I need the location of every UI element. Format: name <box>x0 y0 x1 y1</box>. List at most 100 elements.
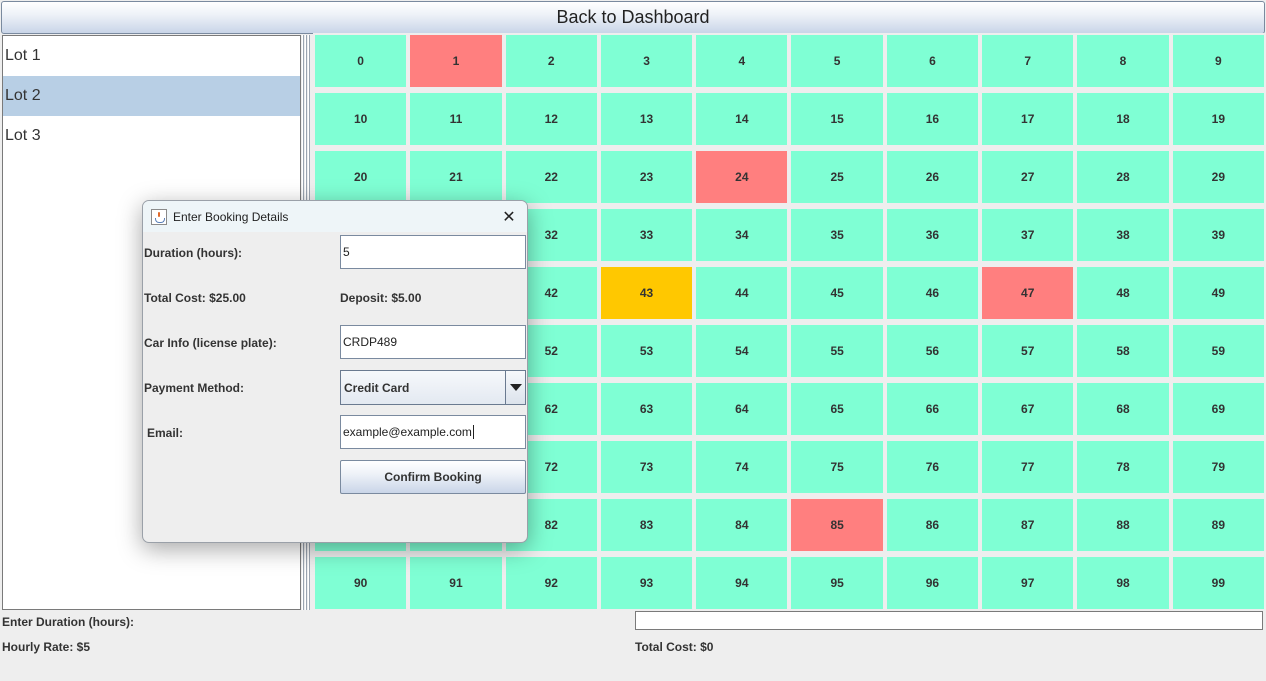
payment-method-label: Payment Method: <box>144 381 245 395</box>
parking-spot-7[interactable]: 7 <box>982 35 1074 87</box>
parking-spot-68[interactable]: 68 <box>1077 383 1169 435</box>
parking-spot-36[interactable]: 36 <box>886 209 979 261</box>
parking-spot-33[interactable]: 33 <box>600 209 693 261</box>
parking-spot-9[interactable]: 9 <box>1172 35 1264 87</box>
parking-spot-39[interactable]: 39 <box>1172 209 1264 261</box>
parking-spot-55[interactable]: 55 <box>791 325 883 377</box>
parking-spot-37[interactable]: 37 <box>982 209 1074 261</box>
parking-spot-59[interactable]: 59 <box>1172 325 1264 377</box>
lot-item-1[interactable]: Lot 1 <box>5 47 41 64</box>
parking-spot-65[interactable]: 65 <box>791 383 883 435</box>
parking-spot-64[interactable]: 64 <box>696 383 788 435</box>
parking-spot-69[interactable]: 69 <box>1172 383 1264 435</box>
parking-spot-87[interactable]: 87 <box>982 499 1074 551</box>
parking-spot-43[interactable]: 43 <box>600 267 693 319</box>
parking-spot-28[interactable]: 28 <box>1077 151 1169 203</box>
total-cost-label: Total Cost: $0 <box>635 640 714 654</box>
parking-spot-84[interactable]: 84 <box>696 499 788 551</box>
parking-spot-17[interactable]: 17 <box>982 93 1074 145</box>
parking-spot-16[interactable]: 16 <box>886 93 979 145</box>
parking-spot-99[interactable]: 99 <box>1172 557 1264 609</box>
chevron-down-icon[interactable] <box>505 371 525 404</box>
parking-spot-25[interactable]: 25 <box>791 151 883 203</box>
confirm-booking-button[interactable]: Confirm Booking <box>340 460 526 494</box>
parking-spot-57[interactable]: 57 <box>982 325 1074 377</box>
payment-method-select[interactable]: Credit Card <box>340 370 526 405</box>
parking-spot-12[interactable]: 12 <box>505 93 597 145</box>
parking-spot-22[interactable]: 22 <box>505 151 597 203</box>
parking-spot-54[interactable]: 54 <box>696 325 788 377</box>
parking-spot-98[interactable]: 98 <box>1077 557 1169 609</box>
email-field[interactable]: example@example.com <box>340 415 526 449</box>
parking-spot-67[interactable]: 67 <box>982 383 1074 435</box>
dialog-total-cost: Total Cost: $25.00 <box>144 291 246 305</box>
parking-spot-45[interactable]: 45 <box>791 267 883 319</box>
parking-spot-13[interactable]: 13 <box>600 93 693 145</box>
parking-spot-49[interactable]: 49 <box>1172 267 1264 319</box>
parking-spot-5[interactable]: 5 <box>791 35 883 87</box>
java-app-icon <box>151 208 167 225</box>
parking-spot-35[interactable]: 35 <box>791 209 883 261</box>
parking-spot-77[interactable]: 77 <box>982 441 1074 493</box>
parking-spot-56[interactable]: 56 <box>886 325 979 377</box>
parking-spot-26[interactable]: 26 <box>886 151 979 203</box>
parking-spot-29[interactable]: 29 <box>1172 151 1264 203</box>
parking-spot-8[interactable]: 8 <box>1077 35 1169 87</box>
parking-spot-53[interactable]: 53 <box>600 325 693 377</box>
parking-spot-63[interactable]: 63 <box>600 383 693 435</box>
close-icon[interactable]: ✕ <box>502 207 516 226</box>
parking-spot-66[interactable]: 66 <box>886 383 979 435</box>
lot-item-3[interactable]: Lot 3 <box>5 127 41 144</box>
parking-spot-11[interactable]: 11 <box>410 93 502 145</box>
parking-spot-79[interactable]: 79 <box>1172 441 1264 493</box>
parking-spot-10[interactable]: 10 <box>315 93 407 145</box>
parking-spot-89[interactable]: 89 <box>1172 499 1264 551</box>
parking-spot-96[interactable]: 96 <box>886 557 979 609</box>
parking-spot-48[interactable]: 48 <box>1077 267 1169 319</box>
parking-spot-92[interactable]: 92 <box>505 557 597 609</box>
parking-spot-19[interactable]: 19 <box>1172 93 1264 145</box>
parking-spot-23[interactable]: 23 <box>600 151 693 203</box>
lot-item-2[interactable]: Lot 2 <box>3 76 300 116</box>
parking-spot-1[interactable]: 1 <box>410 35 502 87</box>
duration-hours-field[interactable]: 5 <box>340 235 526 269</box>
parking-spot-95[interactable]: 95 <box>791 557 883 609</box>
parking-spot-73[interactable]: 73 <box>600 441 693 493</box>
parking-spot-97[interactable]: 97 <box>982 557 1074 609</box>
parking-spot-4[interactable]: 4 <box>696 35 788 87</box>
duration-input[interactable] <box>635 611 1263 630</box>
parking-spot-47[interactable]: 47 <box>982 267 1074 319</box>
parking-spot-75[interactable]: 75 <box>791 441 883 493</box>
parking-spot-27[interactable]: 27 <box>982 151 1074 203</box>
back-to-dashboard-button[interactable]: Back to Dashboard <box>1 1 1265 34</box>
parking-spot-15[interactable]: 15 <box>791 93 883 145</box>
parking-spot-2[interactable]: 2 <box>505 35 597 87</box>
parking-spot-91[interactable]: 91 <box>410 557 502 609</box>
parking-spot-0[interactable]: 0 <box>315 35 407 87</box>
parking-spot-78[interactable]: 78 <box>1077 441 1169 493</box>
parking-spot-85[interactable]: 85 <box>791 499 883 551</box>
dialog-title-bar[interactable]: Enter Booking Details <box>143 201 527 232</box>
parking-spot-90[interactable]: 90 <box>315 557 407 609</box>
parking-spot-38[interactable]: 38 <box>1077 209 1169 261</box>
parking-spot-93[interactable]: 93 <box>600 557 693 609</box>
parking-spot-58[interactable]: 58 <box>1077 325 1169 377</box>
parking-spot-18[interactable]: 18 <box>1077 93 1169 145</box>
parking-spot-34[interactable]: 34 <box>696 209 788 261</box>
parking-spot-74[interactable]: 74 <box>696 441 788 493</box>
parking-spot-6[interactable]: 6 <box>886 35 979 87</box>
parking-spot-76[interactable]: 76 <box>886 441 979 493</box>
parking-spot-46[interactable]: 46 <box>886 267 979 319</box>
parking-spot-88[interactable]: 88 <box>1077 499 1169 551</box>
parking-spot-3[interactable]: 3 <box>600 35 693 87</box>
parking-spot-20[interactable]: 20 <box>315 151 407 203</box>
parking-spot-44[interactable]: 44 <box>696 267 788 319</box>
parking-spot-14[interactable]: 14 <box>696 93 788 145</box>
duration-hours-label: Duration (hours): <box>144 246 242 260</box>
parking-spot-83[interactable]: 83 <box>600 499 693 551</box>
parking-spot-21[interactable]: 21 <box>410 151 502 203</box>
parking-spot-24[interactable]: 24 <box>696 151 788 203</box>
car-info-field[interactable]: CRDP489 <box>340 325 526 359</box>
parking-spot-94[interactable]: 94 <box>696 557 788 609</box>
parking-spot-86[interactable]: 86 <box>886 499 979 551</box>
